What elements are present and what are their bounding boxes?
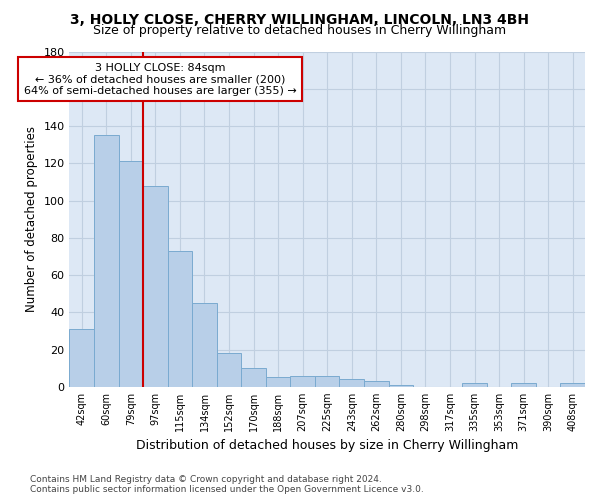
Bar	[119, 162, 143, 387]
Bar	[364, 381, 389, 387]
Bar	[217, 354, 241, 387]
Bar	[315, 376, 340, 387]
Y-axis label: Number of detached properties: Number of detached properties	[25, 126, 38, 312]
Bar	[241, 368, 266, 387]
Bar	[462, 383, 487, 387]
Text: Size of property relative to detached houses in Cherry Willingham: Size of property relative to detached ho…	[94, 24, 506, 37]
Bar	[192, 303, 217, 387]
Text: 3, HOLLY CLOSE, CHERRY WILLINGHAM, LINCOLN, LN3 4BH: 3, HOLLY CLOSE, CHERRY WILLINGHAM, LINCO…	[71, 12, 530, 26]
Bar	[560, 383, 585, 387]
Bar	[143, 186, 167, 387]
Bar	[511, 383, 536, 387]
X-axis label: Distribution of detached houses by size in Cherry Willingham: Distribution of detached houses by size …	[136, 440, 518, 452]
Bar	[266, 378, 290, 387]
Bar	[389, 385, 413, 387]
Bar	[70, 329, 94, 387]
Bar	[290, 376, 315, 387]
Bar	[340, 380, 364, 387]
Bar	[94, 136, 119, 387]
Text: Contains HM Land Registry data © Crown copyright and database right 2024.: Contains HM Land Registry data © Crown c…	[30, 475, 382, 484]
Bar	[167, 251, 192, 387]
Text: 3 HOLLY CLOSE: 84sqm
← 36% of detached houses are smaller (200)
64% of semi-deta: 3 HOLLY CLOSE: 84sqm ← 36% of detached h…	[24, 62, 296, 96]
Text: Contains public sector information licensed under the Open Government Licence v3: Contains public sector information licen…	[30, 485, 424, 494]
